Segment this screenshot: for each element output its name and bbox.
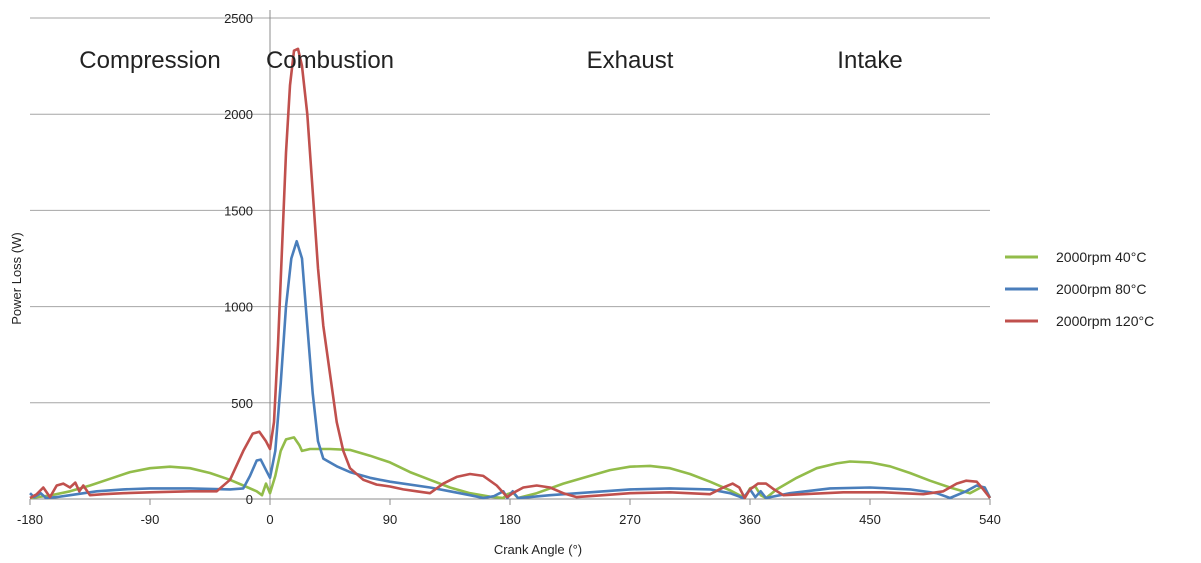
phase-label-compression: Compression — [79, 47, 220, 74]
y-tick-labels: 0 500 1000 1500 2000 2500 — [224, 11, 253, 507]
x-tick-label-0: 0 — [266, 512, 273, 527]
x-tick-label-180: 180 — [499, 512, 521, 527]
y-tick-label-0: 0 — [246, 492, 253, 507]
x-tick-label-360: 360 — [739, 512, 761, 527]
x-tick-label-450: 450 — [859, 512, 881, 527]
phase-label-combustion: Combustion — [266, 47, 394, 74]
x-tick-label-90: 90 — [383, 512, 397, 527]
series-line-2 — [29, 239, 992, 500]
x-tick-label--180: -180 — [17, 512, 43, 527]
legend: 2000rpm 40°C 2000rpm 80°C 2000rpm 120°C — [1005, 249, 1154, 329]
axes — [29, 10, 991, 505]
y-tick-label-500: 500 — [231, 396, 253, 411]
x-tick-label-270: 270 — [619, 512, 641, 527]
phase-label-intake: Intake — [837, 47, 902, 74]
x-tick-label--90: -90 — [141, 512, 160, 527]
series-line-3 — [29, 47, 992, 500]
y-tick-label-2500: 2500 — [224, 11, 253, 26]
x-tick-label-540: 540 — [979, 512, 1001, 527]
y-tick-label-1000: 1000 — [224, 300, 253, 315]
series-lines — [29, 47, 992, 500]
phase-annotations: Compression Combustion Exhaust Intake — [79, 47, 902, 74]
legend-label-3: 2000rpm 120°C — [1056, 313, 1154, 329]
gridlines — [30, 17, 990, 404]
x-tick-labels: -180 -90 0 90 180 270 360 450 540 — [17, 512, 1001, 527]
y-tick-label-1500: 1500 — [224, 203, 253, 218]
y-tick-label-2000: 2000 — [224, 107, 253, 122]
legend-label-1: 2000rpm 40°C — [1056, 249, 1146, 265]
y-axis-label: Power Loss (W) — [9, 232, 24, 324]
legend-label-2: 2000rpm 80°C — [1056, 281, 1146, 297]
phase-label-exhaust: Exhaust — [587, 47, 674, 74]
x-axis-label: Crank Angle (°) — [494, 542, 582, 557]
